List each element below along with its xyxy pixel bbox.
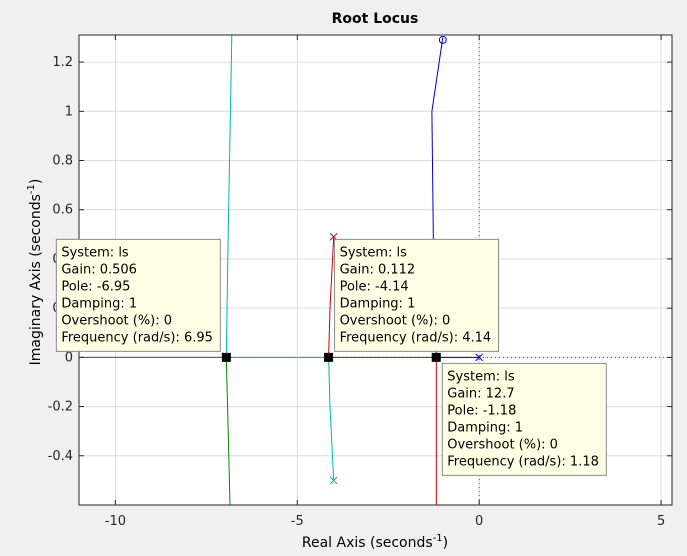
- datatips: System: ls Gain: 0.506 Pole: -6.95 Damping:…: [55, 238, 607, 476]
- y-tick-label: 0: [65, 350, 73, 365]
- datatip-line: Gain: 12.7: [447, 386, 514, 401]
- datatip-line: Frequency (rad/s): 1.18: [447, 454, 599, 469]
- x-axis-label-close: ): [443, 535, 448, 551]
- datatip-line: Frequency (rad/s): 4.14: [340, 330, 492, 345]
- y-tick-label: -0.4: [48, 449, 73, 464]
- x-axis-label: Real Axis (seconds-1): [302, 533, 448, 551]
- x-tick-label: 0: [475, 514, 483, 529]
- datatip-line: Gain: 0.112: [340, 262, 416, 277]
- datatip-line: Damping: 1: [61, 296, 137, 311]
- datatip-2[interactable]: System: ls Gain: 0.112 Pole: -4.14 Damping:…: [334, 238, 500, 352]
- x-axis-label-exp: -1: [433, 533, 443, 544]
- datatip-line: Damping: 1: [447, 420, 523, 435]
- datatip-line: Overshoot (%): 0: [340, 313, 451, 328]
- y-axis-label-close: ): [28, 179, 44, 184]
- datatip-line: Overshoot (%): 0: [447, 437, 558, 452]
- y-tick-label: 0.6: [52, 203, 73, 218]
- zero-marker: [438, 35, 447, 44]
- y-tick-label: 1.2: [52, 55, 73, 70]
- y-tick-label: 0.8: [52, 153, 73, 168]
- datatip-line: Overshoot (%): 0: [61, 313, 172, 328]
- datatip-line: System: ls: [61, 245, 129, 260]
- y-tick-label: -0.2: [48, 400, 73, 415]
- datatip-3[interactable]: System: ls Gain: 12.7 Pole: -1.18 Damping: …: [441, 362, 607, 476]
- y-axis-label-text: Imaginary Axis (seconds: [28, 194, 44, 365]
- datatip-line: Damping: 1: [340, 296, 416, 311]
- datatip-marker[interactable]: [221, 352, 231, 362]
- pole-marker: [475, 353, 484, 362]
- datatip-marker[interactable]: [431, 352, 441, 362]
- y-axis-label: Imaginary Axis (seconds-1): [26, 179, 44, 366]
- datatip-line: Pole: -4.14: [340, 279, 409, 294]
- x-ticks: -10 -5 0 5: [105, 35, 665, 529]
- y-axis-label-exp: -1: [26, 184, 37, 194]
- datatip-line: Pole: -6.95: [61, 279, 130, 294]
- x-axis-label-text: Real Axis (seconds: [302, 535, 433, 551]
- datatip-line: Gain: 0.506: [61, 262, 137, 277]
- x-tick-label: -10: [105, 514, 126, 529]
- datatip-box: [334, 238, 500, 352]
- locus-branch-4: [79, 356, 231, 505]
- datatip-line: System: ls: [447, 369, 515, 384]
- datatip-box: [55, 238, 221, 352]
- datatip-marker[interactable]: [324, 352, 334, 362]
- datatip-1[interactable]: System: ls Gain: 0.506 Pole: -6.95 Damping:…: [55, 238, 221, 352]
- y-tick-label: 1: [65, 104, 73, 119]
- chart-title: Root Locus: [332, 11, 419, 27]
- datatip-line: Frequency (rad/s): 6.95: [61, 330, 213, 345]
- datatip-line: System: ls: [340, 245, 408, 260]
- datatip-line: Pole: -1.18: [447, 403, 516, 418]
- x-tick-label: -5: [291, 514, 304, 529]
- locus-branch-3: [225, 35, 335, 481]
- pole-marker: [329, 476, 338, 485]
- datatip-box: [441, 362, 607, 476]
- x-tick-label: 5: [657, 514, 665, 529]
